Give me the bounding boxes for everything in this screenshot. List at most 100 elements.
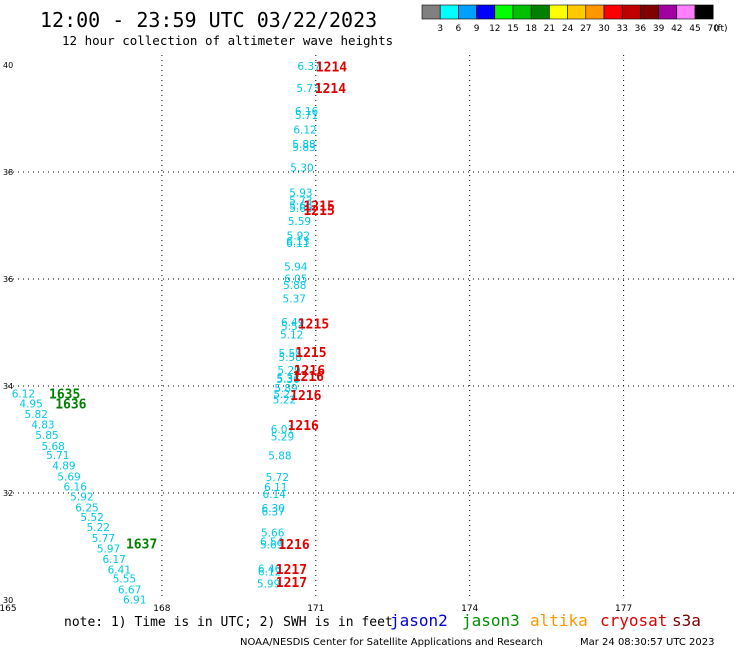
swh-value-label: 6.12 <box>293 125 316 137</box>
swh-value-label: 5.27 <box>273 389 296 401</box>
swh-value-label: 5.69 <box>260 539 283 551</box>
pass-time-label: 1636 <box>55 398 86 413</box>
legend-unit-label: (ft) <box>714 24 728 34</box>
swh-value-label: 5.66 <box>289 201 313 213</box>
footer-note: note: 1) Time is in UTC; 2) SWH is in fe… <box>64 615 393 630</box>
map-subtitle: 12 hour collection of altimeter wave hei… <box>62 33 393 48</box>
swh-value-label: 6.14 <box>263 489 287 501</box>
swh-value-label: 6.46 <box>258 563 282 575</box>
legend-bin-label: 24 <box>562 24 574 34</box>
graticule-layer <box>8 55 738 600</box>
swh-value-label: 6.37 <box>262 507 285 519</box>
pass-time-label: 1214 <box>316 61 347 76</box>
swh-value-label: 5.54 <box>281 321 305 333</box>
legend-bin-label: 12 <box>489 24 500 34</box>
swh-value-label: 4.83 <box>31 420 54 432</box>
legend-color-swatch <box>694 4 714 20</box>
pass-time-label: 1217 <box>276 563 307 578</box>
swh-value-label: 4.95 <box>19 399 42 411</box>
swh-value-label: 6.11 <box>286 238 309 250</box>
legend-bin-label: 36 <box>635 24 647 34</box>
pass-time-labels-layer: 1214121412151215121512151216121612161216… <box>49 61 347 591</box>
lon-tick-label: 174 <box>461 604 478 614</box>
legend-bin-label: 21 <box>544 24 555 34</box>
swh-value-label: 5.71 <box>46 450 69 462</box>
pass-time-label: 1216 <box>293 370 324 385</box>
lon-tick-label: 171 <box>307 604 324 614</box>
legend-bin-label: 15 <box>507 24 518 34</box>
map-title: 12:00 - 23:59 UTC 03/22/2023 <box>40 8 377 32</box>
footer-generated-time: Mar 24 08:30:57 UTC 2023 <box>580 637 715 648</box>
swh-value-label: 5.22 <box>273 394 296 406</box>
swh-value-label: 5.29 <box>277 365 300 377</box>
swh-observations-layer: 6.375.736.165.716.125.885.835.305.935.73… <box>12 61 321 606</box>
swh-value-label: 5.89 <box>274 383 297 395</box>
legend-color-swatch <box>658 4 678 20</box>
swh-value-label: 6.12 <box>258 567 281 579</box>
footer-credit: NOAA/NESDIS Center for Satellite Applica… <box>240 637 543 648</box>
legend-color-swatch <box>549 4 568 20</box>
swh-value-label: 5.33 <box>276 373 299 385</box>
swh-value-label: 4.89 <box>52 461 75 473</box>
lat-tick-label: 40 <box>3 61 13 70</box>
swh-value-label: 5.68 <box>41 441 64 453</box>
legend-bin-label: 30 <box>598 24 610 34</box>
swh-value-label: 5.97 <box>97 544 120 556</box>
legend-bin-label: 27 <box>580 24 591 34</box>
swh-value-label: 5.66 <box>261 528 285 540</box>
legend-color-swatch <box>640 4 659 20</box>
pass-time-label: 1217 <box>276 576 307 591</box>
legend-color-swatch <box>439 4 459 20</box>
swh-value-label: 5.94 <box>284 262 308 274</box>
legend-color-swatch <box>585 4 605 20</box>
legend-color-swatch <box>512 4 532 20</box>
swh-value-label: 6.91 <box>123 594 146 606</box>
lat-tick-label: 36 <box>3 275 13 284</box>
legend-color-swatch <box>421 4 441 20</box>
swh-value-label: 6.54 <box>260 537 284 549</box>
lat-tick-label: 38 <box>3 168 13 177</box>
pass-time-label: 1215 <box>303 200 334 215</box>
pass-time-label: 1215 <box>295 346 326 361</box>
pass-time-label: 1216 <box>288 419 319 434</box>
legend-color-swatch <box>494 4 514 20</box>
pass-time-label: 1216 <box>278 538 309 553</box>
lon-tick-label: 165 <box>0 604 17 614</box>
pass-time-label: 1215 <box>303 204 334 219</box>
swh-value-label: 5.12 <box>280 330 303 342</box>
swh-value-label: 6.16 <box>295 106 319 118</box>
satellite-legend-jason3: jason3 <box>462 611 520 630</box>
pass-time-label: 1637 <box>126 537 157 552</box>
swh-value-label: 6.41 <box>108 565 131 577</box>
swh-value-label: 5.58 <box>278 352 301 364</box>
swh-value-label: 6.17 <box>102 554 125 566</box>
pass-time-label: 1216 <box>294 364 325 379</box>
legend-bin-label: 3 <box>437 24 443 34</box>
legend-bin-label: 33 <box>616 24 627 34</box>
swh-value-label: 5.73 <box>296 83 319 95</box>
swh-value-label: 5.30 <box>290 163 313 175</box>
axis-tick-labels: 165 168 171 174 177 30 32 34 36 38 40 <box>0 61 632 614</box>
legend-color-swatch <box>458 4 477 20</box>
swh-value-label: 5.52 <box>80 512 103 524</box>
swh-value-label: 5.29 <box>271 431 294 443</box>
legend-color-swatch <box>603 4 623 20</box>
legend-bin-label: 9 <box>474 24 480 34</box>
lon-tick-label: 168 <box>153 604 170 614</box>
swh-value-label: 5.88 <box>283 280 306 292</box>
legend-bin-label: 45 <box>689 24 700 34</box>
swh-value-label: 5.55 <box>278 348 301 360</box>
pass-time-label: 1214 <box>315 82 346 97</box>
legend-color-swatch <box>567 4 587 20</box>
legend-color-swatch <box>530 4 550 20</box>
swh-value-label: 5.88 <box>292 139 315 151</box>
legend-color-swatch <box>621 4 641 20</box>
pass-time-label: 1216 <box>290 389 321 404</box>
lon-tick-label: 177 <box>615 604 632 614</box>
lat-tick-label: 30 <box>3 596 13 605</box>
swh-value-label: 6.11 <box>264 482 287 494</box>
legend-color-swatch <box>476 4 496 20</box>
